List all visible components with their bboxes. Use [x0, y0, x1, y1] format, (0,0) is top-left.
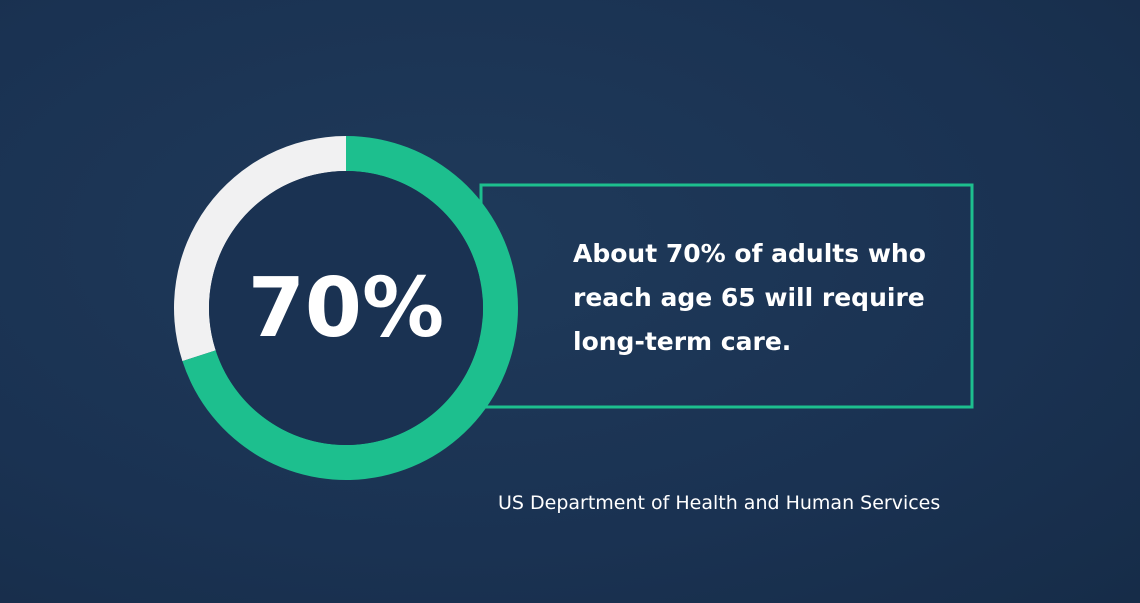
- donut-segment: [174, 136, 346, 362]
- center-label: 70%: [248, 261, 444, 356]
- donut-hole: [209, 171, 483, 445]
- source: US Department of Health and Human Servic…: [498, 492, 941, 514]
- annotation: About 70% of adults who reach age 65 wil…: [573, 239, 926, 356]
